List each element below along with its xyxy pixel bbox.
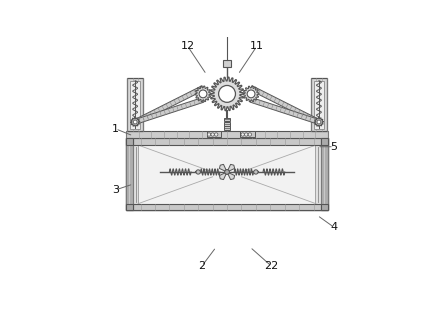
Polygon shape (210, 77, 244, 111)
Text: 3: 3 (112, 185, 119, 195)
Text: 4: 4 (330, 222, 338, 232)
Bar (224, 118, 230, 121)
Polygon shape (134, 86, 204, 124)
Bar (126, 204, 328, 210)
Bar (224, 126, 230, 130)
Bar (223, 60, 231, 67)
Circle shape (248, 133, 252, 136)
Polygon shape (250, 86, 320, 124)
Text: 2: 2 (198, 261, 206, 271)
Circle shape (247, 90, 255, 98)
Circle shape (207, 133, 211, 136)
Bar (130, 81, 140, 129)
Polygon shape (250, 98, 320, 124)
Bar (133, 145, 138, 204)
Circle shape (254, 170, 258, 174)
Bar (321, 138, 328, 210)
Circle shape (196, 170, 200, 174)
Bar (314, 81, 324, 129)
Text: 12: 12 (180, 41, 194, 51)
Bar (321, 204, 328, 210)
Polygon shape (243, 86, 259, 102)
Bar (240, 131, 255, 137)
Polygon shape (227, 172, 235, 180)
Bar (126, 204, 133, 210)
Polygon shape (227, 164, 235, 172)
Polygon shape (315, 117, 323, 127)
Polygon shape (219, 172, 227, 180)
Bar (315, 145, 321, 204)
Bar (206, 131, 221, 137)
Text: 22: 22 (264, 261, 279, 271)
Polygon shape (131, 117, 140, 127)
Text: 11: 11 (250, 41, 264, 51)
Polygon shape (134, 98, 204, 124)
Bar (126, 138, 133, 210)
Bar (126, 138, 328, 145)
Bar (224, 122, 230, 126)
Circle shape (245, 133, 248, 136)
Polygon shape (195, 86, 211, 102)
Bar (126, 138, 133, 145)
Circle shape (317, 120, 321, 124)
Circle shape (218, 85, 236, 102)
Text: 1: 1 (112, 124, 119, 134)
Text: 5: 5 (330, 142, 338, 152)
Circle shape (199, 90, 207, 98)
Bar (126, 138, 328, 210)
Bar (311, 78, 327, 131)
Circle shape (225, 170, 229, 174)
Bar (126, 131, 328, 138)
Circle shape (211, 133, 214, 136)
Bar (127, 78, 143, 131)
Bar (321, 138, 328, 145)
Circle shape (241, 133, 245, 136)
Circle shape (133, 120, 137, 124)
Polygon shape (219, 164, 227, 172)
Circle shape (214, 133, 218, 136)
